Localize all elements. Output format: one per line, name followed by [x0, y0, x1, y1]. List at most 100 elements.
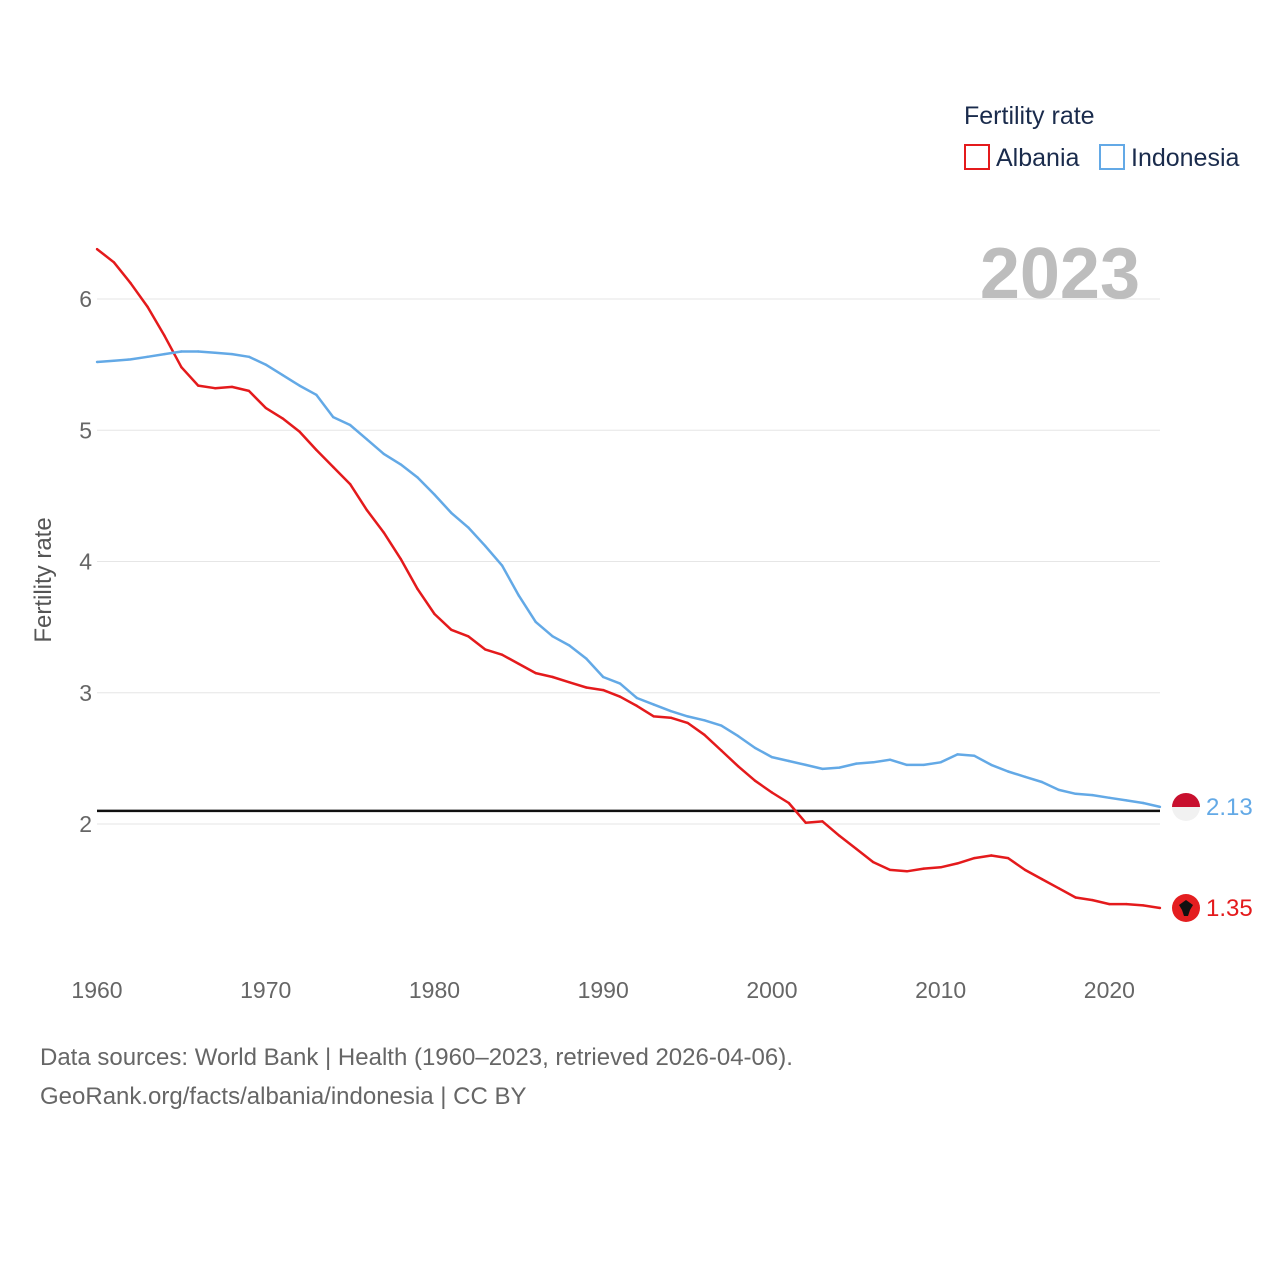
credit-link[interactable]: GeoRank.org/facts/albania/indonesia | CC…: [40, 1083, 527, 1110]
data-point-indonesia-1961: [112, 359, 116, 362]
data-point-indonesia-2017: [1057, 788, 1061, 792]
data-point-indonesia-1973: [315, 393, 318, 396]
data-point-albania-1972: [298, 430, 301, 433]
data-point-indonesia-2019: [1091, 793, 1094, 797]
data-point-indonesia-1969: [247, 355, 251, 358]
data-point-albania-1964: [163, 334, 166, 337]
y-tick-label: 6: [79, 286, 92, 312]
data-point-albania-1999: [753, 779, 757, 782]
data-point-albania-1995: [686, 721, 689, 725]
data-point-indonesia-2013: [990, 763, 993, 767]
data-point-indonesia-2008: [905, 763, 909, 767]
data-point-albania-2010: [939, 866, 942, 869]
data-point-indonesia-1974: [332, 415, 335, 419]
data-point-albania-1985: [517, 662, 520, 666]
data-point-albania-1981: [450, 628, 453, 631]
data-point-indonesia-2010: [939, 761, 942, 764]
data-point-indonesia-1964: [163, 352, 166, 356]
data-point-indonesia-1968: [230, 352, 234, 356]
data-point-indonesia-1992: [635, 696, 639, 700]
series-line-albania: [96, 248, 1161, 910]
data-point-albania-2007: [888, 868, 892, 872]
series-line-indonesia: [96, 350, 1161, 809]
legend-item-indonesia[interactable]: Indonesia: [1131, 144, 1240, 172]
data-point-albania-2023: [1158, 906, 1162, 910]
end-value-label-indonesia: 2.13: [1206, 794, 1253, 821]
legend: Fertility rate Albania Indonesia: [964, 102, 1240, 172]
double-headed-eagle-icon: [1179, 900, 1193, 916]
series-points-albania: [95, 247, 1162, 910]
data-point-indonesia-1975: [348, 423, 352, 427]
x-tick-label: 1970: [240, 977, 291, 1003]
data-point-indonesia-2004: [838, 766, 841, 769]
data-point-albania-1967: [213, 387, 217, 390]
data-point-albania-1993: [652, 715, 655, 718]
data-point-indonesia-1963: [146, 355, 149, 358]
data-point-albania-2017: [1057, 887, 1061, 890]
data-point-albania-1971: [281, 417, 284, 420]
data-point-indonesia-1982: [467, 526, 470, 529]
data-point-albania-2016: [1040, 877, 1044, 881]
data-point-indonesia-2016: [1040, 780, 1044, 784]
data-point-albania-1968: [230, 385, 234, 389]
flag-bottom-white: [1172, 806, 1200, 821]
data-point-indonesia-1966: [197, 350, 200, 353]
y-axis-label: Fertility rate: [30, 517, 57, 642]
data-point-albania-1980: [433, 612, 436, 616]
data-point-albania-1965: [180, 366, 183, 369]
data-point-indonesia-2007: [888, 758, 892, 761]
data-point-albania-2015: [1023, 868, 1027, 872]
data-point-albania-2005: [855, 847, 858, 851]
y-tick-label: 5: [79, 417, 92, 443]
data-point-albania-1977: [382, 531, 385, 534]
data-point-albania-2013: [990, 854, 993, 857]
data-point-albania-2018: [1074, 896, 1077, 899]
gridlines: [97, 298, 1160, 825]
x-tick-label: 1980: [409, 977, 460, 1003]
data-point-indonesia-2003: [821, 767, 824, 771]
data-point-indonesia-1990: [602, 675, 605, 679]
data-point-indonesia-2018: [1074, 792, 1077, 795]
data-source-note: Data sources: World Bank | Health (1960–…: [40, 1044, 793, 1071]
data-point-albania-1978: [399, 557, 402, 561]
data-point-indonesia-2011: [956, 753, 959, 756]
data-point-albania-1962: [129, 282, 132, 285]
data-point-indonesia-1960: [95, 360, 99, 364]
data-point-albania-1998: [737, 765, 740, 768]
data-point-albania-1976: [365, 509, 369, 512]
legend-swatch-albania: [964, 144, 990, 170]
data-point-albania-1983: [483, 648, 487, 651]
data-point-albania-1961: [112, 261, 116, 264]
data-point-albania-1992: [635, 704, 639, 708]
data-point-indonesia-1983: [483, 544, 487, 547]
data-point-indonesia-2002: [804, 763, 807, 767]
data-point-albania-1991: [618, 695, 622, 698]
data-point-indonesia-1993: [652, 703, 655, 706]
data-point-albania-1994: [669, 716, 672, 719]
data-point-indonesia-1994: [669, 709, 672, 713]
data-point-indonesia-1988: [568, 644, 571, 647]
data-point-indonesia-2005: [855, 762, 858, 765]
data-point-albania-2021: [1125, 902, 1128, 906]
data-point-albania-2022: [1141, 904, 1145, 907]
data-point-indonesia-1971: [281, 373, 284, 377]
data-point-albania-1984: [500, 653, 504, 656]
data-point-indonesia-1991: [618, 682, 622, 685]
data-point-indonesia-1979: [416, 476, 419, 479]
data-point-albania-1996: [703, 733, 706, 736]
data-point-indonesia-2009: [922, 763, 925, 767]
flag-icon-indonesia: [1172, 792, 1200, 821]
data-point-indonesia-1972: [298, 384, 301, 387]
legend-item-albania[interactable]: Albania: [996, 144, 1079, 172]
end-markers: 1.35 2.13: [1172, 792, 1253, 922]
data-point-indonesia-2014: [1006, 770, 1010, 773]
x-tick-label: 1990: [578, 977, 629, 1003]
data-point-albania-2009: [922, 867, 925, 870]
data-point-albania-2019: [1091, 898, 1094, 902]
data-point-albania-1982: [467, 635, 470, 638]
data-point-indonesia-2000: [770, 755, 774, 759]
data-point-albania-1973: [315, 448, 318, 452]
data-point-indonesia-1976: [365, 438, 369, 441]
data-point-albania-2014: [1006, 856, 1010, 860]
